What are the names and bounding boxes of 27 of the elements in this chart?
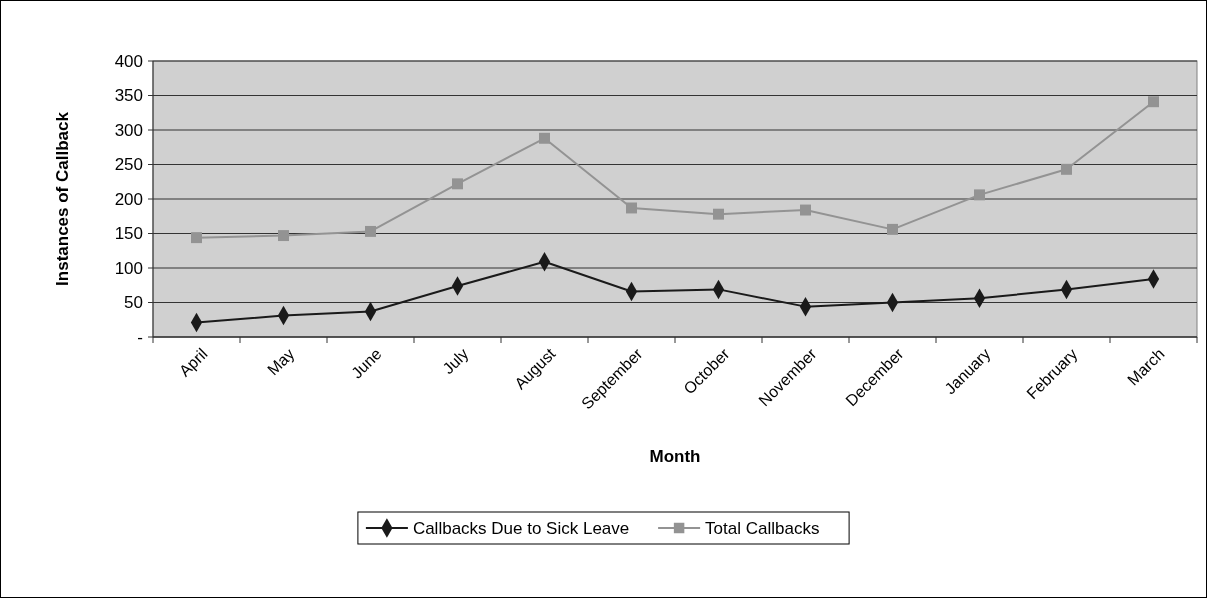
legend-label: Callbacks Due to Sick Leave	[412, 518, 630, 538]
point	[713, 208, 724, 220]
point	[191, 232, 202, 244]
point	[539, 132, 550, 144]
y-tick-label: 350	[114, 86, 143, 106]
y-tick-label: 150	[114, 224, 143, 244]
point	[1061, 163, 1072, 175]
y-tick-label: 250	[114, 155, 143, 175]
y-tick-label: 200	[114, 189, 143, 209]
point	[278, 230, 289, 242]
y-axis-title: Instances of Callback	[53, 111, 72, 286]
y-tick-label: -	[137, 327, 143, 347]
point	[1148, 96, 1159, 108]
point	[626, 202, 637, 214]
legend-label: Total Callbacks	[705, 518, 820, 538]
x-tick-label: May	[264, 345, 298, 379]
point	[887, 223, 898, 235]
y-tick-label: 300	[114, 120, 143, 140]
y-tick-label: 50	[124, 293, 143, 313]
x-tick-label: July	[439, 345, 472, 378]
y-tick-label: 400	[114, 51, 143, 71]
point	[800, 204, 811, 216]
y-tick-label: 100	[114, 258, 143, 278]
point	[452, 178, 463, 190]
point	[365, 225, 376, 237]
point	[974, 189, 985, 201]
x-axis-title: Month	[649, 447, 701, 466]
